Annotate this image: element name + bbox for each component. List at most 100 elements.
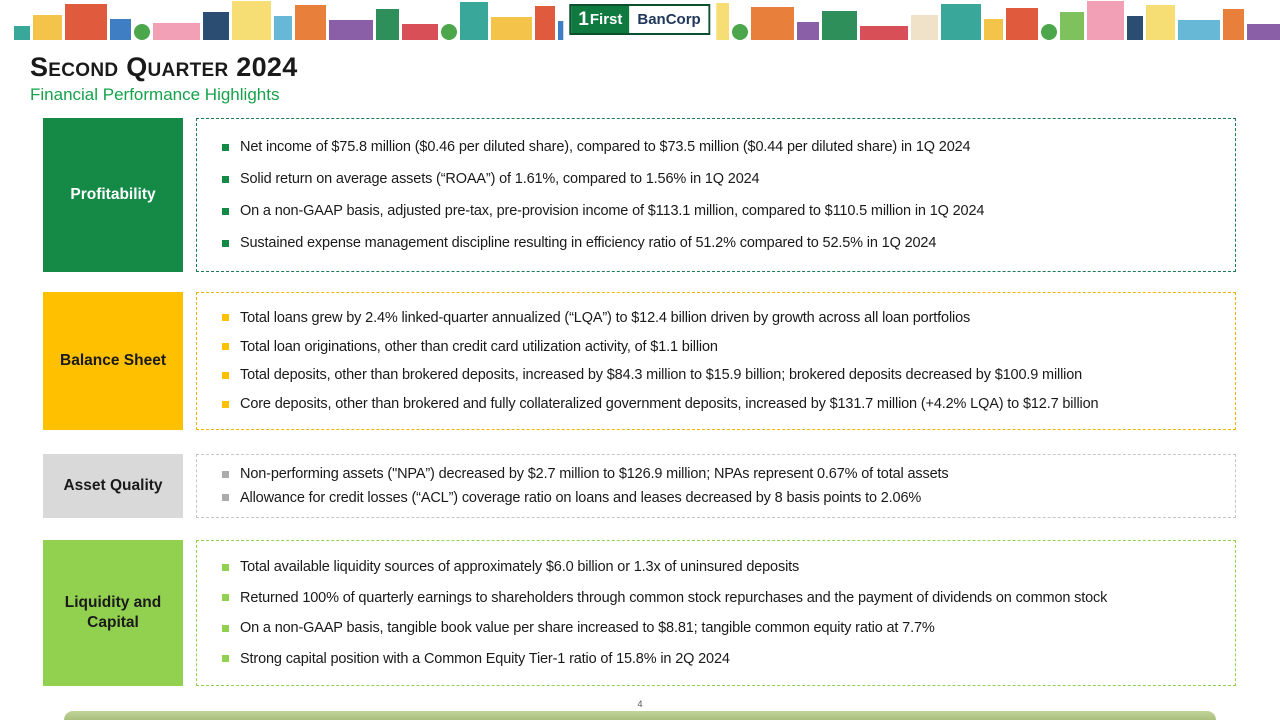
bullet-square-icon [222,343,229,351]
bullet-square-icon [222,371,229,379]
section-liquidity-capital: Liquidity and Capital Total available li… [43,540,1236,686]
building-shape [14,26,30,40]
bullet-item: Total loan originations, other than cred… [222,338,1225,356]
bullet-text: On a non-GAAP basis, adjusted pre-tax, p… [240,203,985,219]
section-label-liquidity-capital: Liquidity and Capital [43,540,183,686]
building-shape [1178,20,1220,40]
bullet-square-icon [222,494,229,502]
logo-one: 1 [578,9,589,30]
bullet-square-icon [222,624,229,632]
bullet-item: Non-performing assets ("NPA”) decreased … [222,465,1225,483]
city-skyline-illustration [0,0,1280,40]
title-block: Second Quarter 2024 Financial Performanc… [30,52,298,105]
bullet-item: Allowance for credit losses (“ACL”) cove… [222,489,1225,507]
building-shape [984,19,1003,40]
bullet-text: Allowance for credit losses (“ACL”) cove… [240,489,922,506]
building-shape [1146,5,1175,40]
bullet-square-icon [222,207,229,215]
bullet-item: Total deposits, other than brokered depo… [222,366,1225,384]
bullet-square-icon [222,655,229,663]
bullet-item: Sustained expense management discipline … [222,234,1225,252]
building-shape [110,19,131,40]
bullet-text: Returned 100% of quarterly earnings to s… [240,589,1108,606]
tree-shape [732,24,748,40]
bullet-text: Core deposits, other than brokered and f… [240,396,1099,413]
bullet-item: Solid return on average assets (“ROAA”) … [222,170,1225,188]
logo-left-panel: 1 First [571,6,630,33]
sections-container: Profitability Net income of $75.8 millio… [43,118,1236,686]
logo-bancorp: BanCorp [629,6,709,33]
bullet-text: On a non-GAAP basis, tangible book value… [240,620,935,637]
section-content-asset-quality: Non-performing assets ("NPA”) decreased … [196,454,1236,518]
building-shape [402,24,438,40]
bullet-text: Non-performing assets ("NPA”) decreased … [240,466,949,483]
building-shape [65,4,107,40]
slide-subtitle: Financial Performance Highlights [30,85,280,104]
building-shape [329,20,373,40]
bullet-text: Strong capital position with a Common Eq… [240,650,730,667]
section-content-balance-sheet: Total loans grew by 2.4% linked-quarter … [196,292,1236,430]
bullet-square-icon [222,594,229,602]
page-number: 4 [637,699,643,709]
bullet-square-icon [222,400,229,408]
slide-title: Second Quarter 2024 [30,52,298,82]
building-shape [751,7,794,40]
section-balance-sheet: Balance Sheet Total loans grew by 2.4% l… [43,292,1236,430]
section-asset-quality: Asset Quality Non-performing assets ("NP… [43,454,1236,518]
bullet-text: Total deposits, other than brokered depo… [240,367,1083,384]
bullet-text: Sustained expense management discipline … [240,235,937,251]
section-label-asset-quality: Asset Quality [43,454,183,518]
building-shape [1127,16,1143,40]
building-shape [460,2,488,40]
building-shape [797,22,819,40]
building-shape [295,5,326,40]
building-shape [822,11,857,40]
bullet-item: On a non-GAAP basis, adjusted pre-tax, p… [222,202,1225,220]
firstbancorp-logo: 1 First BanCorp [569,4,711,35]
bullet-text: Total loan originations, other than cred… [240,338,718,355]
building-shape [491,17,532,40]
tree-shape [134,24,150,40]
bullet-text: Net income of $75.8 million ($0.46 per d… [240,139,971,155]
building-shape [376,9,399,40]
building-shape [33,15,62,40]
building-shape [274,16,292,40]
building-shape [1087,1,1124,40]
tree-shape [441,24,457,40]
bullet-text: Total available liquidity sources of app… [240,559,800,576]
section-content-profitability: Net income of $75.8 million ($0.46 per d… [196,118,1236,272]
bullet-square-icon [222,239,229,247]
building-shape [1223,9,1244,40]
bullet-square-icon [222,143,229,151]
building-shape [911,15,938,40]
section-profitability: Profitability Net income of $75.8 millio… [43,118,1236,272]
bullet-item: Core deposits, other than brokered and f… [222,395,1225,413]
bullet-square-icon [222,470,229,478]
tree-shape [1041,24,1057,40]
bullet-square-icon [222,314,229,322]
bullet-item: On a non-GAAP basis, tangible book value… [222,619,1225,637]
building-shape [941,4,981,40]
logo-first: First [589,11,623,28]
section-label-balance-sheet: Balance Sheet [43,292,183,430]
bullet-item: Total loans grew by 2.4% linked-quarter … [222,309,1225,327]
building-shape [153,23,200,40]
section-content-liquidity-capital: Total available liquidity sources of app… [196,540,1236,686]
bullet-item: Returned 100% of quarterly earnings to s… [222,589,1225,607]
bullet-text: Solid return on average assets (“ROAA”) … [240,171,760,187]
building-shape [860,26,908,40]
bullet-item: Total available liquidity sources of app… [222,558,1225,576]
bullet-text: Total loans grew by 2.4% linked-quarter … [240,309,971,326]
building-shape [1006,8,1038,40]
building-shape [1060,12,1084,40]
building-shape [203,12,229,40]
bullet-square-icon [222,563,229,571]
building-shape [535,6,555,40]
footer-bar [64,711,1216,720]
bullet-item: Strong capital position with a Common Eq… [222,650,1225,668]
building-shape [1247,24,1280,40]
bullet-item: Net income of $75.8 million ($0.46 per d… [222,138,1225,156]
building-shape [712,3,729,40]
section-label-profitability: Profitability [43,118,183,272]
